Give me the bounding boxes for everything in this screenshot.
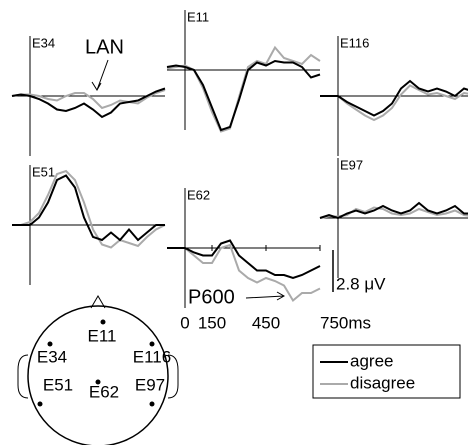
erp-line [167, 243, 321, 303]
erp-line [320, 84, 468, 122]
scale-label: 2.8 μV [336, 274, 386, 293]
panel-title: E97 [340, 157, 363, 172]
erp-line [320, 79, 468, 117]
electrode [149, 401, 155, 407]
electrode-label: E62 [89, 382, 119, 401]
x-tick-label: 450 [252, 313, 280, 332]
panel-title: E62 [187, 187, 210, 202]
electrode [47, 341, 53, 347]
panel-title: E11 [187, 9, 209, 24]
erp-line [319, 201, 468, 220]
arrow [245, 291, 286, 301]
electrode-label: E34 [37, 347, 67, 366]
annotation: P600 [188, 286, 235, 308]
x-tick-label: 150 [198, 313, 226, 332]
head [27, 305, 169, 445]
electrode [95, 379, 101, 385]
nose [90, 295, 106, 309]
electrode [149, 341, 155, 347]
erp-line [12, 174, 165, 242]
electrode-label: E51 [43, 375, 73, 394]
x-tick-label: 0 [180, 313, 189, 332]
erp-line [11, 89, 166, 110]
erp-line [166, 59, 321, 132]
legend-label: agree [350, 351, 393, 370]
arrow [91, 59, 109, 91]
erp-line [167, 239, 321, 280]
legend-box [312, 344, 461, 399]
ear [167, 354, 179, 399]
ear [17, 354, 29, 399]
electrode-label: E11 [88, 326, 117, 345]
electrode-label: E97 [135, 375, 165, 394]
electrode-label: E116 [133, 347, 171, 366]
electrode [37, 401, 43, 407]
erp-line [12, 169, 166, 249]
erp-line [11, 87, 166, 119]
erp-line [166, 45, 321, 133]
legend-label: disagree [350, 373, 415, 392]
annotation: LAN [85, 36, 124, 58]
x-tick-label: 750ms [320, 313, 371, 332]
electrode [100, 319, 106, 325]
panel-title: E116 [340, 35, 369, 50]
panel-title: E34 [32, 35, 55, 50]
panel-title: E51 [32, 164, 55, 179]
